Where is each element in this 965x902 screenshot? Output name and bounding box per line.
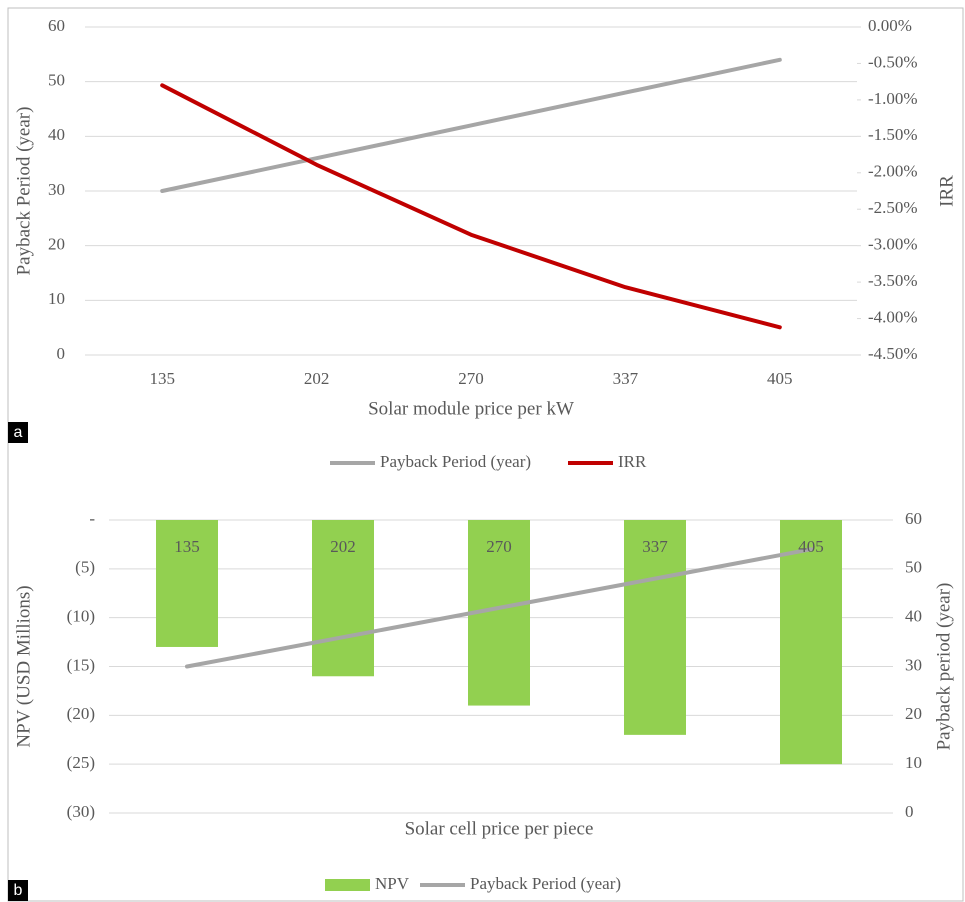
- x-tick-label: 337: [642, 537, 668, 556]
- y-tick-label: -: [89, 509, 95, 528]
- y2-tick-label: 0.00%: [868, 16, 912, 35]
- y2-tick-label: 50: [905, 558, 922, 577]
- legend-label: IRR: [618, 452, 647, 471]
- y2-tick-label: -2.00%: [868, 162, 918, 181]
- y2-tick-label: -4.50%: [868, 344, 918, 363]
- y-axis-title: Payback Period (year): [13, 107, 34, 276]
- bar: [156, 520, 218, 647]
- y-tick-label: 40: [48, 125, 65, 144]
- legend-swatch: [325, 879, 370, 891]
- panel-label-box: [8, 422, 28, 443]
- y-tick-label: (15): [67, 655, 95, 674]
- y2-tick-label: -2.50%: [868, 198, 918, 217]
- y2-tick-label: -0.50%: [868, 52, 918, 71]
- y-tick-label: 50: [48, 71, 65, 90]
- x-tick-label: 135: [149, 369, 175, 388]
- y-tick-label: 0: [57, 344, 66, 363]
- x-tick-label: 270: [458, 369, 484, 388]
- line-series: [160, 83, 782, 330]
- y2-tick-label: 60: [905, 509, 922, 528]
- y2-tick-label: 10: [905, 753, 922, 772]
- line-series: [160, 57, 782, 193]
- y-tick-label: 30: [48, 180, 65, 199]
- y-tick-label: (5): [75, 558, 95, 577]
- legend-label: NPV: [375, 874, 410, 893]
- x-axis-title: Solar module price per kW: [368, 398, 574, 419]
- line-series: [185, 547, 813, 669]
- x-tick-label: 405: [767, 369, 793, 388]
- panel-label: b: [14, 882, 23, 899]
- y2-tick-label: -3.00%: [868, 235, 918, 254]
- y-tick-label: (30): [67, 802, 95, 821]
- y2-axis-title: Payback period (year): [933, 583, 954, 751]
- x-tick-label: 337: [613, 369, 639, 388]
- y-tick-label: 20: [48, 235, 65, 254]
- y-tick-label: (10): [67, 607, 95, 626]
- panel-label-box: [8, 880, 28, 901]
- y2-tick-label: 40: [905, 607, 922, 626]
- x-axis-title: Solar cell price per piece: [405, 818, 594, 839]
- y-tick-label: (25): [67, 753, 95, 772]
- bar: [624, 520, 686, 735]
- bar: [312, 520, 374, 677]
- y2-tick-label: 20: [905, 704, 922, 723]
- y2-tick-label: 30: [905, 655, 922, 674]
- x-tick-label: 135: [174, 537, 200, 556]
- legend-label: Payback Period (year): [470, 874, 621, 893]
- x-tick-label: 202: [330, 537, 356, 556]
- y-tick-label: 60: [48, 16, 65, 35]
- legend-label: Payback Period (year): [380, 452, 531, 471]
- y2-tick-label: -1.50%: [868, 125, 918, 144]
- frame: [7, 7, 964, 902]
- y2-tick-label: -3.50%: [868, 271, 918, 290]
- y-tick-label: (20): [67, 704, 95, 723]
- y2-tick-label: 0: [905, 802, 914, 821]
- y-tick-label: 10: [48, 289, 65, 308]
- y2-tick-label: -1.00%: [868, 89, 918, 108]
- panel-label: a: [14, 424, 23, 441]
- y-axis-title: NPV (USD Millions): [13, 585, 34, 747]
- x-tick-label: 202: [304, 369, 330, 388]
- y2-tick-label: -4.00%: [868, 307, 918, 326]
- y2-axis-title: IRR: [936, 175, 957, 207]
- x-tick-label: 270: [486, 537, 512, 556]
- x-tick-label: 405: [798, 537, 824, 556]
- bar: [780, 520, 842, 765]
